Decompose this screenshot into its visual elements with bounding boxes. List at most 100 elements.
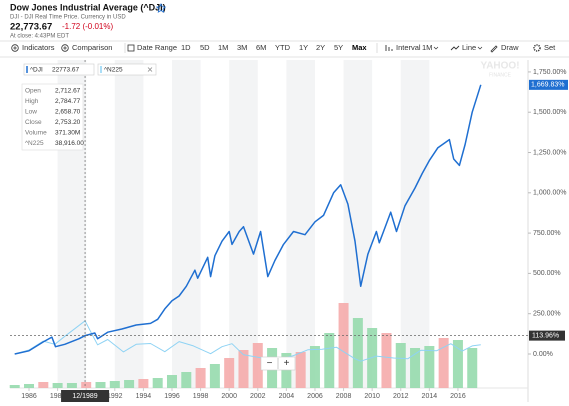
volume-bar — [38, 382, 49, 388]
band — [114, 60, 144, 388]
volume-bar — [438, 338, 449, 388]
volume-bar — [81, 382, 92, 388]
tooltip-key: Low — [25, 109, 37, 116]
volume-bar — [410, 348, 421, 388]
volume-bar — [352, 318, 363, 388]
volume-bar — [166, 375, 177, 388]
crosshair-x-label: 12/1989 — [72, 393, 97, 400]
crosshair-x-box — [61, 390, 110, 402]
interval-button[interactable]: Interval — [396, 43, 421, 52]
caret — [477, 46, 483, 50]
band — [400, 60, 430, 388]
interval-value[interactable]: 1M — [422, 43, 432, 52]
volume-bar — [209, 364, 220, 388]
y-tick-label: 500.00% — [533, 270, 561, 277]
y-tick-label: 750.00% — [533, 230, 561, 237]
x-tick-label: 2002 — [250, 393, 266, 400]
watermark: YAHOO! — [480, 61, 519, 72]
change: -1.72 (-0.01%) — [62, 22, 113, 31]
volume-bar — [338, 303, 349, 388]
range-button[interactable]: YTD — [275, 43, 291, 52]
crosshair-y-label: 113.96% — [532, 332, 559, 339]
settings-button[interactable]: Set — [544, 43, 556, 52]
x-tick-label: 2012 — [393, 393, 409, 400]
draw-button[interactable]: Draw — [501, 43, 519, 52]
tooltip-value: 2,658.70 — [55, 109, 81, 116]
tooltip — [21, 83, 84, 151]
icon — [490, 45, 498, 53]
range-button[interactable]: Max — [352, 43, 367, 52]
range-button[interactable]: 1Y — [299, 43, 308, 52]
icon — [11, 44, 19, 52]
icon — [385, 45, 393, 51]
range-button[interactable]: 1M — [218, 43, 228, 52]
y-tick-label: 0.00% — [533, 351, 553, 358]
volume-bar — [452, 340, 463, 388]
watermark: FINANCE — [489, 72, 512, 78]
range-button[interactable]: 1D — [181, 43, 191, 52]
volume-bar — [152, 378, 163, 388]
icon — [63, 46, 67, 50]
toolbar: Indicators Comparison Date Range 1D 5D 1M 3M 6M… — [11, 43, 556, 53]
range-button[interactable]: 3M — [237, 43, 247, 52]
close-time: At close: 4:43PM EDT — [10, 34, 69, 40]
band — [286, 60, 315, 388]
chart-type-button[interactable]: Line — [462, 43, 476, 52]
tooltip-value: 38,916.00 — [55, 140, 84, 147]
volume-bar — [324, 333, 335, 388]
icon — [533, 44, 541, 52]
volume-bar — [295, 352, 306, 388]
legend-chip[interactable] — [23, 63, 95, 76]
volume-bar — [195, 368, 206, 388]
icon — [450, 45, 460, 51]
icon — [127, 44, 135, 52]
series-line — [14, 320, 481, 362]
tooltip-key: High — [25, 98, 39, 105]
volume-bar — [9, 385, 20, 388]
x-tick-label: 1998 — [193, 393, 209, 400]
tooltip-value: 2,753.20 — [55, 119, 81, 126]
volume-bar — [467, 348, 478, 388]
range-button[interactable]: 5Y — [334, 43, 343, 52]
x-tick-label: 2000 — [221, 393, 237, 400]
legend-chip[interactable] — [97, 63, 157, 76]
tooltip-key: Close — [25, 119, 42, 126]
price: 22,773.67 — [10, 22, 52, 33]
tooltip-value: 371.30M — [55, 130, 80, 137]
remove-button[interactable] — [147, 67, 153, 72]
volume-bar — [66, 383, 77, 388]
indicators-button[interactable]: Indicators — [22, 43, 55, 52]
tooltip-value: 2,784.77 — [55, 98, 81, 105]
volume-bar — [252, 343, 263, 388]
volume-bar — [309, 346, 320, 388]
y-tick-label: 1,250.00% — [533, 149, 566, 156]
tooltip-key: ^N225 — [25, 140, 44, 147]
crosshair-y-box — [529, 330, 565, 341]
range-button[interactable]: 5D — [200, 43, 210, 52]
x-tick-label: 2006 — [307, 393, 323, 400]
star-icon[interactable] — [155, 3, 167, 13]
tooltip-value: 2,712.67 — [55, 88, 81, 95]
zoom-out[interactable]: − — [267, 358, 273, 369]
x-tick-label: 2004 — [279, 393, 295, 400]
band — [171, 60, 201, 388]
comparison-button[interactable]: Comparison — [72, 43, 112, 52]
x-tick-label: 1986 — [21, 393, 37, 400]
date-range-button[interactable]: Date Range — [137, 43, 177, 52]
icon — [13, 46, 17, 50]
x-tick-label: 2014 — [422, 393, 438, 400]
range-button[interactable]: 6M — [256, 43, 266, 52]
legend-value: 22773.67 — [52, 67, 79, 74]
icon — [61, 44, 69, 52]
caret — [433, 46, 439, 50]
volume-bar — [109, 381, 120, 388]
x-tick-label: 2016 — [450, 393, 466, 400]
volume-bar — [95, 382, 106, 388]
volume-bar — [238, 350, 249, 388]
range-button[interactable]: 2Y — [316, 43, 325, 52]
plot: YAHOO!FINANCE 0.00% 250.00% 500.00% 750.00% 1… — [9, 60, 568, 402]
x-tick-label: 1988 — [50, 393, 66, 400]
x-tick-label: 1992 — [107, 393, 123, 400]
zoom-in[interactable]: + — [284, 358, 290, 369]
